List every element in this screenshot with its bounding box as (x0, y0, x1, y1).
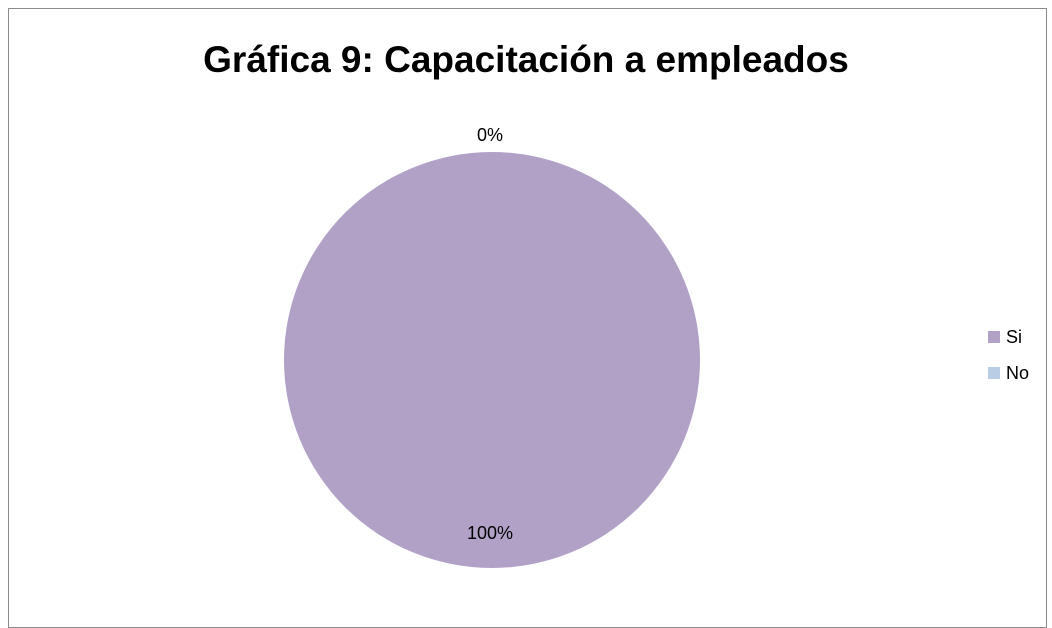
pie-slices (284, 152, 700, 568)
data-label-no: 0% (477, 125, 503, 145)
legend-swatch-no (988, 367, 1000, 379)
legend-swatch-si (988, 331, 1000, 343)
pie-slice-si (284, 152, 700, 568)
legend-label-si: Si (1006, 326, 1023, 347)
data-label-si: 100% (467, 523, 513, 543)
chart-title: Gráfica 9: Capacitación a empleados (203, 39, 849, 80)
legend: Si No (988, 326, 1029, 398)
legend-item-no: No (988, 362, 1029, 384)
legend-item-si: Si (988, 326, 1029, 348)
legend-label-no: No (1006, 362, 1030, 383)
pie-data-labels: 100% 0% (467, 125, 513, 543)
